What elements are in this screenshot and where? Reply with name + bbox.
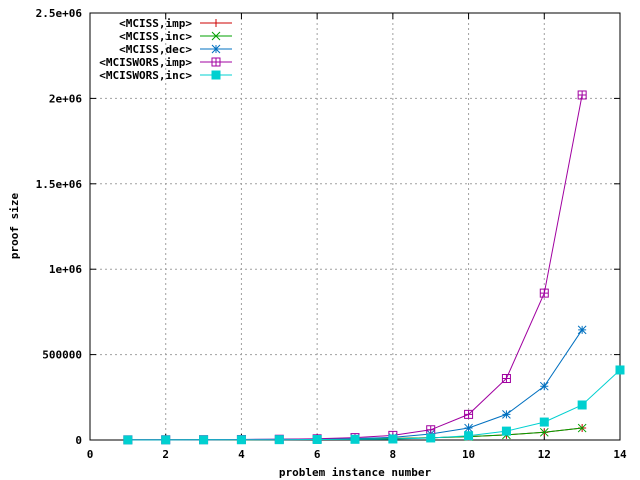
- x-tick-label: 10: [462, 448, 475, 461]
- y-tick-label: 2.5e+06: [36, 7, 83, 20]
- marker-stroke: [211, 31, 221, 41]
- grid: [90, 13, 620, 440]
- marker-stroke: [539, 427, 549, 437]
- marker-stroke: [502, 410, 511, 419]
- data-point: [577, 90, 587, 100]
- data-point: [464, 431, 474, 441]
- marker-box: [236, 435, 246, 445]
- marker-stroke: [540, 289, 549, 298]
- data-point: [539, 288, 549, 298]
- marker-box: [501, 426, 511, 436]
- legend-marker: [212, 19, 220, 27]
- data-point: [577, 423, 587, 433]
- legend-label: <MCISWORS,imp>: [99, 56, 192, 69]
- marker-box: [388, 434, 398, 444]
- data-point: [274, 435, 284, 445]
- series: [123, 90, 625, 445]
- series-4: [123, 90, 587, 445]
- marker-stroke: [577, 325, 587, 335]
- marker-box: [615, 365, 625, 375]
- series-3: [123, 325, 587, 445]
- x-tick-label: 0: [87, 448, 94, 461]
- axis-ticks: 0 2 4 6 8 10 12 14 0 500000 1e+06 1.5e+06 2e+06 2.5e+…: [36, 7, 627, 461]
- x-tick-label: 4: [238, 448, 245, 461]
- data-point: [501, 374, 511, 384]
- x-axis-label: problem instance number: [279, 466, 432, 479]
- series-5: [123, 365, 625, 445]
- marker-box: [161, 435, 171, 445]
- marker-stroke: [211, 44, 221, 54]
- legend-marker: [211, 31, 221, 41]
- series-line: [127, 94, 583, 441]
- x-tick-label: 2: [162, 448, 169, 461]
- y-tick-label: 2e+06: [49, 92, 82, 105]
- marker-stroke: [464, 423, 473, 433]
- marker-stroke: [426, 425, 435, 434]
- marker-stroke: [212, 58, 220, 66]
- legend-marker: [211, 57, 221, 67]
- legend-label: <MCISS,imp>: [119, 17, 192, 30]
- marker-box: [199, 435, 209, 445]
- y-tick-label: 1.5e+06: [36, 178, 83, 191]
- data-point: [312, 434, 322, 444]
- data-point: [615, 365, 625, 375]
- marker-stroke: [577, 423, 587, 433]
- x-tick-label: 8: [390, 448, 397, 461]
- legend-marker: [211, 70, 221, 80]
- marker-box: [350, 434, 360, 444]
- data-point: [426, 425, 436, 435]
- legend: <MCISS,imp><MCISS,inc><MCISS,dec><MCISWO…: [99, 17, 232, 82]
- data-point: [388, 434, 398, 444]
- marker-stroke: [212, 19, 220, 27]
- data-point: [426, 433, 436, 443]
- data-point: [464, 423, 473, 433]
- marker-stroke: [502, 374, 511, 383]
- data-point: [501, 426, 511, 436]
- marker-box: [274, 435, 284, 445]
- data-point: [577, 400, 587, 410]
- x-tick-label: 6: [314, 448, 321, 461]
- data-point: [539, 381, 549, 391]
- marker-box: [211, 70, 221, 80]
- data-point: [539, 427, 549, 437]
- data-point: [539, 417, 549, 427]
- y-axis-label: proof size: [8, 193, 21, 260]
- x-tick-label: 12: [538, 448, 551, 461]
- marker-box: [123, 435, 133, 445]
- y-tick-label: 0: [75, 434, 82, 447]
- data-point: [464, 409, 474, 419]
- data-point: [350, 434, 360, 444]
- data-point: [161, 435, 171, 445]
- data-point: [123, 435, 133, 445]
- y-tick-label: 500000: [42, 349, 82, 362]
- data-point: [199, 435, 209, 445]
- legend-marker: [211, 44, 221, 54]
- marker-stroke: [578, 90, 587, 99]
- marker-stroke: [464, 410, 473, 419]
- marker-box: [539, 417, 549, 427]
- marker-box: [464, 431, 474, 441]
- legend-label: <MCISS,inc>: [119, 30, 192, 43]
- data-point: [502, 410, 511, 419]
- marker-box: [426, 433, 436, 443]
- series-line: [127, 329, 583, 441]
- legend-label: <MCISS,dec>: [119, 43, 192, 56]
- series-line: [127, 369, 621, 441]
- x-tick-label: 14: [613, 448, 627, 461]
- marker-box: [312, 434, 322, 444]
- y-tick-label: 1e+06: [49, 263, 82, 276]
- data-point: [577, 325, 587, 335]
- data-point: [236, 435, 246, 445]
- legend-label: <MCISWORS,inc>: [99, 69, 192, 82]
- marker-stroke: [539, 381, 549, 391]
- marker-box: [577, 400, 587, 410]
